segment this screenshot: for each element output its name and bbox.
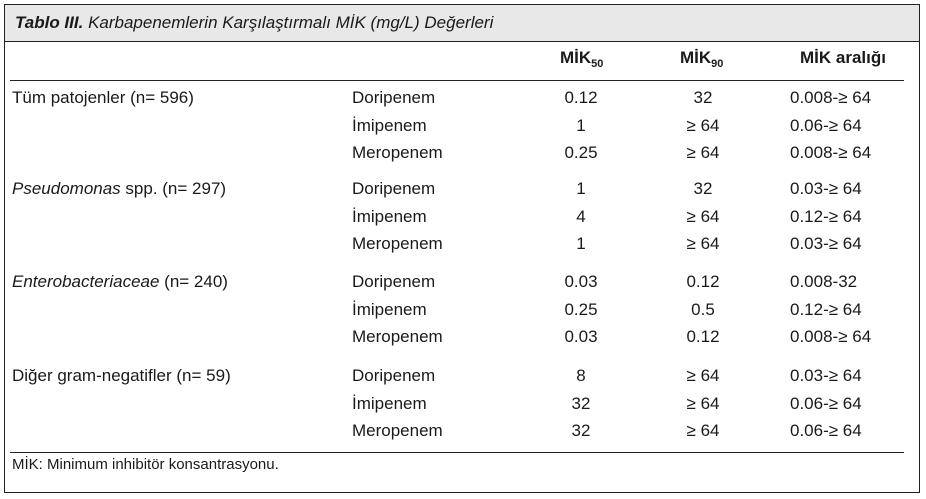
mic90-value: 0.12: [686, 327, 720, 346]
group-name: Pseudomonas spp. (n= 297): [12, 179, 227, 198]
table-title-bar: Tablo III. Karbapenemlerin Karşılaştırma…: [5, 5, 919, 42]
mic90-value: 0.12: [686, 272, 720, 291]
mic90-value: 0.5: [691, 300, 715, 319]
header-divider: [10, 80, 904, 81]
mic90-value: ≥ 64: [686, 394, 720, 413]
mic-range-value: 0.12-≥ 64: [790, 300, 862, 319]
mic90-value: 32: [693, 88, 713, 107]
drug-name: Meropenem: [352, 234, 443, 253]
drug-name: Doripenem: [352, 88, 436, 107]
mic50-value: 32: [571, 421, 591, 440]
mic50-value: 1: [576, 179, 586, 198]
mic50-value: 0.25: [564, 143, 598, 162]
mic90-value: 32: [693, 179, 713, 198]
mic-range-value: 0.03-≥ 64: [790, 179, 862, 198]
header-range: MİK aralığı: [800, 48, 886, 67]
footer-divider: [10, 452, 904, 453]
mic-range-value: 0.03-≥ 64: [790, 234, 862, 253]
drug-name: İmipenem: [352, 207, 427, 226]
mic-range-value: 0.06-≥ 64: [790, 394, 862, 413]
mic90-value: ≥ 64: [686, 421, 720, 440]
drug-name: İmipenem: [352, 116, 427, 135]
header-mic90: MİK90: [680, 48, 724, 70]
table-label: Tablo III.: [15, 13, 84, 32]
mic50-value: 1: [576, 234, 586, 253]
mic-range-value: 0.03-≥ 64: [790, 366, 862, 385]
mic50-value: 8: [576, 366, 586, 385]
drug-name: İmipenem: [352, 300, 427, 319]
group-name: Diğer gram-negatifler (n= 59): [12, 366, 231, 385]
mic50-value: 1: [576, 116, 586, 135]
mic90-value: ≥ 64: [686, 366, 720, 385]
drug-name: İmipenem: [352, 394, 427, 413]
mic90-value: ≥ 64: [686, 116, 720, 135]
mic-range-value: 0.008-≥ 64: [790, 327, 872, 346]
mic50-value: 0.12: [564, 88, 598, 107]
drug-name: Meropenem: [352, 143, 443, 162]
mic90-value: ≥ 64: [686, 143, 720, 162]
footnote: MİK: Minimum inhibitör konsantrasyonu.: [12, 456, 279, 473]
header-mic50: MİK50: [560, 48, 604, 70]
drug-name: Doripenem: [352, 179, 436, 198]
table-frame: Tablo III. Karbapenemlerin Karşılaştırma…: [4, 4, 920, 493]
mic-range-value: 0.12-≥ 64: [790, 207, 862, 226]
mic50-value: 0.25: [564, 300, 598, 319]
mic-range-value: 0.008-≥ 64: [790, 143, 872, 162]
table-title-text: Karbapenemlerin Karşılaştırmalı MİK (mg/…: [88, 13, 494, 32]
drug-name: Meropenem: [352, 327, 443, 346]
mic-range-value: 0.008-32: [790, 272, 858, 291]
mic90-value: ≥ 64: [686, 207, 720, 226]
drug-name: Doripenem: [352, 366, 436, 385]
group-name: Enterobacteriaceae (n= 240): [12, 272, 228, 291]
mic-range-value: 0.008-≥ 64: [790, 88, 872, 107]
mic-range-value: 0.06-≥ 64: [790, 116, 862, 135]
table-title: Tablo III. Karbapenemlerin Karşılaştırma…: [15, 13, 493, 33]
mic50-value: 0.03: [564, 327, 598, 346]
drug-name: Doripenem: [352, 272, 436, 291]
group-name: Tüm patojenler (n= 596): [12, 88, 194, 107]
mic50-value: 4: [576, 207, 586, 226]
mic50-value: 32: [571, 394, 591, 413]
mic-range-value: 0.06-≥ 64: [790, 421, 862, 440]
mic50-value: 0.03: [564, 272, 598, 291]
mic90-value: ≥ 64: [686, 234, 720, 253]
drug-name: Meropenem: [352, 421, 443, 440]
